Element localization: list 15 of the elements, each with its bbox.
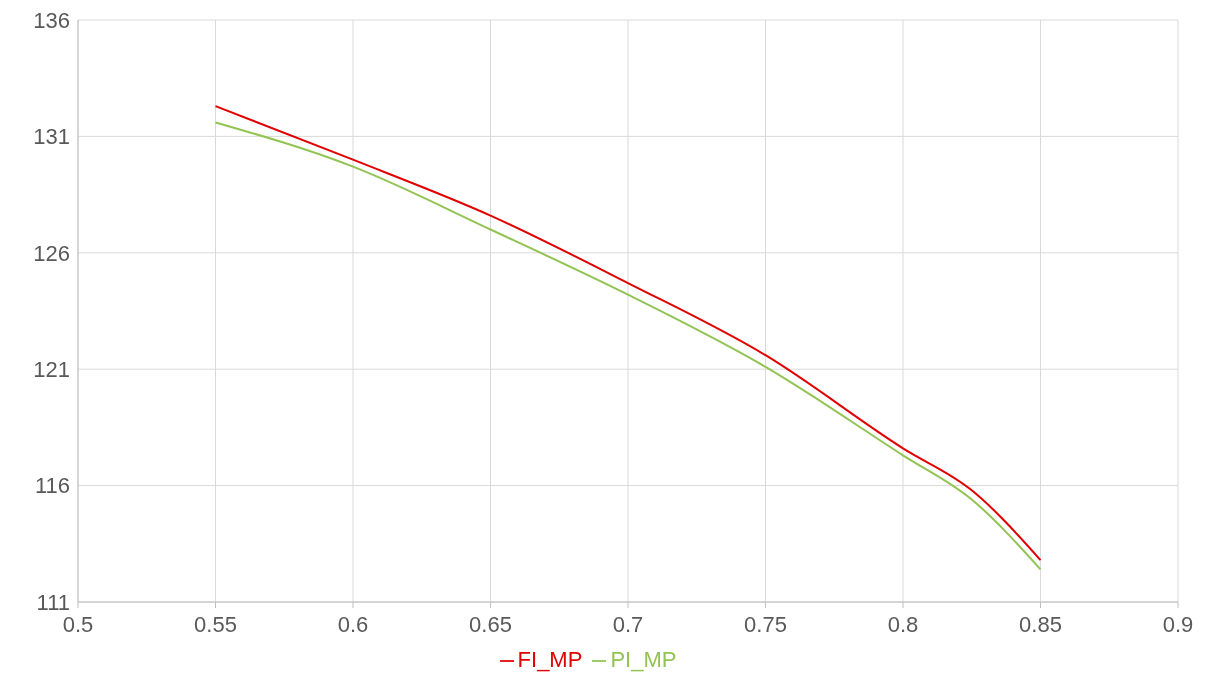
legend-label: FI_MP bbox=[517, 647, 583, 672]
x-tick-label: 0.55 bbox=[194, 611, 237, 637]
y-tick-label: 116 bbox=[34, 473, 70, 499]
x-tick-label: 0.9 bbox=[1162, 611, 1194, 637]
x-tick-label: 0.8 bbox=[887, 611, 919, 637]
y-tick-label: 131 bbox=[33, 124, 70, 150]
x-tick-label: 0.75 bbox=[744, 611, 787, 637]
x-tick-label: 0.7 bbox=[612, 611, 644, 637]
legend-label: PI_MP bbox=[610, 647, 677, 672]
y-tick-label: 126 bbox=[33, 240, 70, 266]
y-tick-label: 121 bbox=[33, 357, 70, 383]
y-tick-label: 136 bbox=[33, 7, 70, 33]
x-tick-label: 0.65 bbox=[469, 611, 512, 637]
x-tick-label: 0.85 bbox=[1019, 611, 1062, 637]
x-tick-label: 0.6 bbox=[337, 611, 369, 637]
